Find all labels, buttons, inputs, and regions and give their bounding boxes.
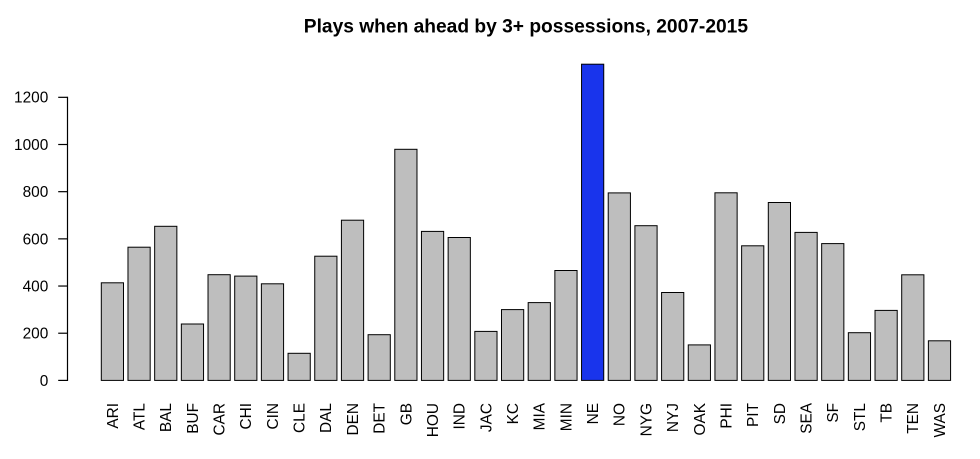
svg-text:NE: NE — [585, 403, 602, 424]
svg-text:1200: 1200 — [14, 90, 48, 107]
svg-text:DET: DET — [372, 402, 389, 433]
svg-text:0: 0 — [40, 373, 49, 390]
svg-text:STL: STL — [852, 403, 869, 432]
svg-text:PHI: PHI — [718, 403, 735, 429]
svg-text:SEA: SEA — [798, 402, 815, 434]
svg-text:ARI: ARI — [105, 403, 122, 429]
svg-text:DAL: DAL — [318, 403, 335, 433]
svg-text:400: 400 — [23, 278, 49, 295]
svg-text:SD: SD — [772, 403, 789, 424]
svg-text:OAK: OAK — [692, 402, 709, 435]
svg-text:MIA: MIA — [532, 402, 549, 430]
svg-text:MIN: MIN — [558, 403, 575, 431]
svg-text:DEN: DEN — [345, 403, 362, 436]
svg-text:GB: GB — [398, 403, 415, 425]
svg-text:600: 600 — [23, 231, 49, 248]
svg-text:Plays when ahead by 3+ possess: Plays when ahead by 3+ possessions, 2007… — [304, 16, 749, 37]
svg-text:CIN: CIN — [265, 403, 282, 430]
svg-text:1000: 1000 — [14, 137, 48, 154]
svg-text:ATL: ATL — [131, 403, 148, 431]
svg-text:CLE: CLE — [292, 403, 309, 433]
svg-text:800: 800 — [23, 184, 49, 201]
svg-text:IND: IND — [452, 403, 469, 430]
svg-text:PIT: PIT — [745, 402, 762, 427]
svg-text:200: 200 — [23, 326, 49, 343]
svg-text:NYJ: NYJ — [665, 403, 682, 432]
svg-text:SF: SF — [825, 403, 842, 423]
svg-text:NO: NO — [612, 403, 629, 426]
svg-text:KC: KC — [505, 403, 522, 424]
svg-text:CAR: CAR — [212, 403, 229, 436]
svg-text:HOU: HOU — [425, 403, 442, 437]
svg-text:BUF: BUF — [185, 403, 202, 434]
svg-text:TEN: TEN — [905, 403, 922, 434]
svg-text:BAL: BAL — [158, 403, 175, 433]
svg-text:JAC: JAC — [478, 403, 495, 432]
svg-text:WAS: WAS — [932, 403, 949, 438]
svg-text:NYG: NYG — [638, 403, 655, 436]
svg-text:CHI: CHI — [238, 403, 255, 430]
svg-text:TB: TB — [879, 403, 896, 423]
